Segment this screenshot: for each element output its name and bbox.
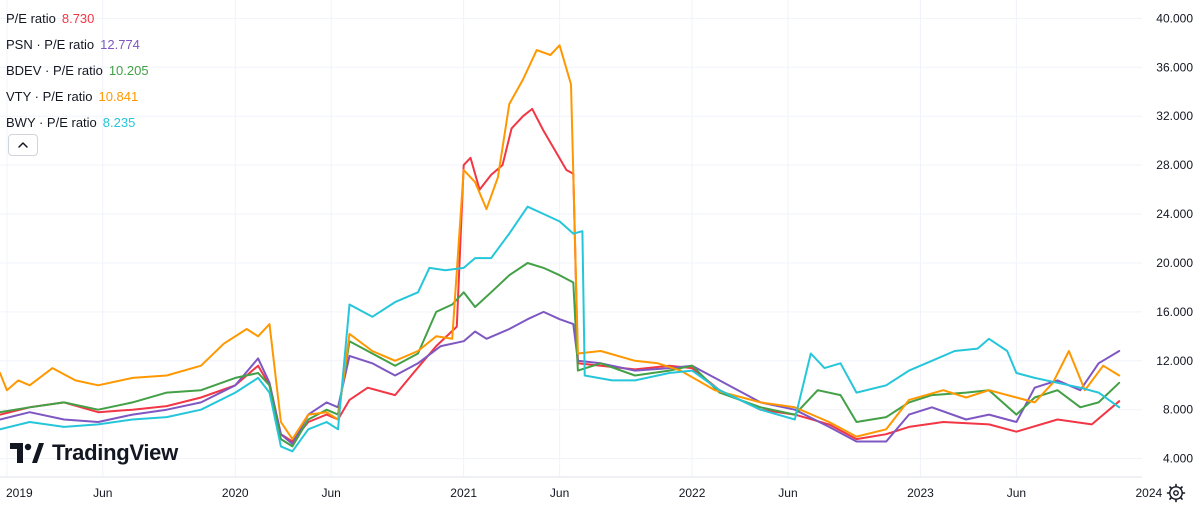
legend-row-bwy[interactable]: BWY · P/E ratio 8.235 [6,110,149,136]
x-tick-label: 2023 [907,486,934,500]
y-tick-label: 32.000 [1156,109,1193,123]
legend-label: VTY · P/E ratio [6,89,93,104]
x-tick-label: 2019 [6,486,33,500]
x-tick-label: Jun [778,486,797,500]
y-tick-label: 8.000 [1163,403,1193,417]
x-tick-label: 2021 [450,486,477,500]
legend-label: PSN · P/E ratio [6,37,95,52]
legend-collapse-button[interactable] [8,134,38,156]
legend: P/E ratio 8.730 PSN · P/E ratio 12.774 B… [6,6,149,136]
chevron-up-icon [18,142,28,148]
legend-value: 10.841 [98,89,139,104]
y-tick-label: 40.000 [1156,11,1193,25]
x-tick-label: 2022 [679,486,706,500]
series-line-bwy[interactable] [0,205,1121,453]
legend-row-vty[interactable]: VTY · P/E ratio 10.841 [6,84,149,110]
legend-row-main[interactable]: P/E ratio 8.730 [6,6,149,32]
series-line-main[interactable] [0,107,1121,443]
time-axis[interactable]: 2019 Jun 2020 Jun 2021 Jun 2022 Jun 2023 Jun 2024 [6,486,1163,500]
x-tick-label: Jun [322,486,341,500]
legend-value: 8.730 [61,11,95,26]
series-line-vty[interactable] [0,44,1121,441]
legend-value: 8.235 [102,115,136,130]
y-tick-label: 4.000 [1163,452,1193,466]
tradingview-logo[interactable]: TradingView [10,440,178,466]
grid-lines [0,0,1142,477]
x-tick-label: Jun [93,486,112,500]
legend-label: BDEV · P/E ratio [6,63,103,78]
legend-label: BWY · P/E ratio [6,115,97,130]
series-layer [0,44,1121,453]
y-tick-label: 16.000 [1156,305,1193,319]
price-axis[interactable]: 4.000 8.000 12.000 16.000 20.000 24.000 28.000… [1156,11,1193,465]
y-tick-label: 24.000 [1156,207,1193,221]
legend-row-psn[interactable]: PSN · P/E ratio 12.774 [6,32,149,58]
y-tick-label: 20.000 [1156,256,1193,270]
y-tick-label: 28.000 [1156,158,1193,172]
legend-value: 12.774 [100,37,140,52]
legend-value: 10.205 [108,63,149,78]
logo-text: TradingView [52,440,178,465]
settings-gear-icon[interactable] [1166,483,1186,503]
legend-label: P/E ratio [6,11,56,26]
y-tick-label: 12.000 [1156,354,1193,368]
x-tick-label: 2020 [222,486,249,500]
legend-row-bdev[interactable]: BDEV · P/E ratio 10.205 [6,58,149,84]
series-line-bdev[interactable] [0,262,1121,448]
x-tick-label: Jun [1007,486,1026,500]
y-tick-label: 36.000 [1156,60,1193,74]
x-tick-label: 2024 [1136,486,1163,500]
x-tick-label: Jun [550,486,569,500]
series-line-psn[interactable] [0,310,1121,445]
tradingview-logo-icon [10,443,44,463]
